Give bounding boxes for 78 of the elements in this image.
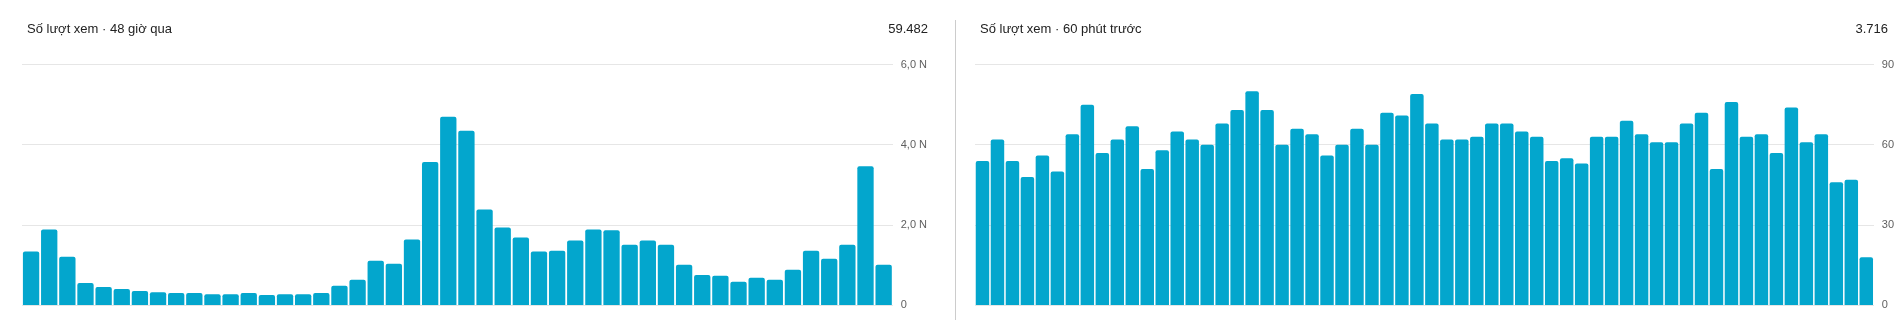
bar (530, 251, 548, 305)
bar (1604, 136, 1619, 305)
bar (313, 292, 330, 305)
bar (1080, 104, 1095, 305)
bar (657, 244, 675, 305)
bar (1529, 136, 1544, 305)
bar (41, 229, 58, 305)
bar (694, 274, 711, 305)
bar (367, 260, 384, 305)
bar (1589, 136, 1604, 305)
bar (1095, 152, 1110, 305)
bar (186, 292, 203, 305)
y-tick-label: 60 (1881, 137, 1895, 150)
bar (639, 240, 656, 305)
bar (113, 288, 130, 305)
bar (1814, 134, 1829, 305)
y-tick-label: 90 (1881, 57, 1895, 70)
bar (1634, 134, 1649, 305)
bar (766, 279, 783, 305)
bar (1544, 160, 1559, 305)
bar (1859, 257, 1874, 305)
bar (975, 160, 990, 305)
bar (1649, 142, 1664, 305)
bar (1110, 139, 1125, 305)
bar (1035, 155, 1050, 305)
bar (440, 116, 457, 305)
bar (1050, 171, 1065, 305)
bar (1679, 123, 1694, 305)
bar (1140, 168, 1154, 305)
bar (512, 237, 530, 305)
bar (1619, 120, 1634, 305)
bar (548, 250, 566, 305)
bar (1799, 142, 1814, 305)
bar (421, 162, 439, 305)
y-tick-label: 0 (1881, 298, 1888, 311)
y-tick-label: 6,0 N (900, 57, 928, 70)
y-tick-label: 2,0 N (900, 218, 928, 231)
bar (784, 269, 802, 305)
bar (1754, 134, 1769, 305)
chart-title: Số lượt xem · 48 giờ qua (27, 21, 172, 36)
bar (276, 294, 294, 305)
bar (494, 227, 511, 305)
bar (131, 290, 149, 305)
bar (1574, 163, 1589, 305)
bar (990, 139, 1005, 305)
bar (1769, 152, 1784, 305)
bar (22, 251, 40, 305)
bar (1739, 136, 1754, 305)
bar (1020, 176, 1035, 305)
bar (821, 258, 838, 305)
text: 3.716 (1855, 21, 1888, 36)
bar (240, 292, 257, 305)
bar (403, 239, 421, 305)
bar (1664, 142, 1679, 305)
bar (675, 264, 693, 305)
bar (1844, 179, 1859, 305)
bar (385, 263, 403, 305)
y-tick-label: 30 (1881, 218, 1895, 231)
y-tick-label: 4,0 N (900, 137, 928, 150)
bar (802, 250, 820, 305)
bar (567, 240, 584, 305)
bar (1694, 112, 1709, 305)
bar (1829, 182, 1844, 305)
bar (621, 244, 638, 305)
bar (168, 292, 185, 305)
bar (1559, 158, 1574, 305)
bar (1125, 126, 1140, 305)
bar (258, 294, 276, 305)
bar (149, 292, 167, 305)
chart-title: Số lượt xem · 60 phút trước (980, 21, 1142, 36)
bar (1724, 102, 1739, 305)
bar (1065, 134, 1080, 305)
bar (295, 294, 312, 305)
text: 59.482 (888, 21, 928, 36)
bar (1784, 107, 1799, 305)
y-tick-label: 0 (900, 298, 907, 311)
bar (1709, 168, 1724, 305)
bar (1005, 160, 1020, 305)
